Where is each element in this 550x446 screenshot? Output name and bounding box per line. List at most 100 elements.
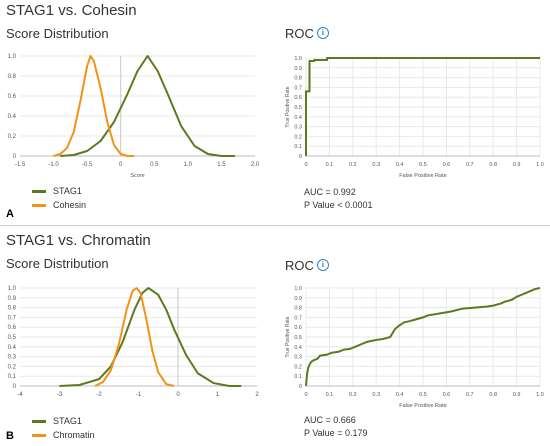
x-tick-label: 1.0 — [536, 162, 544, 168]
series-line-chromatin — [94, 287, 175, 387]
y-tick-label: 0.2 — [294, 134, 302, 140]
panel-b-dist-title: Score Distribution — [6, 256, 109, 271]
y-tick-label: 0.9 — [8, 296, 17, 302]
series-line-stag1 — [60, 55, 235, 157]
x-tick-label: 1.5 — [217, 162, 226, 168]
legend-label: Cohesin — [53, 200, 87, 210]
panel-b-roc-chart: 0 0.1 0.2 0.3 0.4 0.5 0.6 0.7 0.8 0.9 1.0 0 0.1 0.2 0.… — [285, 286, 544, 408]
x-axis-label: Score — [130, 173, 144, 179]
series-line-stag1 — [305, 57, 540, 156]
series-line-stag1 — [305, 287, 541, 387]
p-value: P Value = 0.179 — [304, 428, 368, 438]
p-value: P Value < 0.0001 — [304, 200, 373, 210]
series-line-stag1 — [59, 287, 242, 387]
panel-a-letter: A — [6, 208, 14, 220]
x-tick-label: 1 — [216, 392, 220, 398]
legend-item-stag1: STAG1 — [32, 414, 95, 428]
panel-a-legend: STAG1 Cohesin — [32, 184, 86, 212]
panel-a-score-distribution-chart: 0 0.2 0.4 0.6 0.8 1.0 -1.5 -1.0 -0.5 0 0.5 1.0 1.5 2.… — [8, 54, 260, 179]
x-tick-label: -1.0 — [48, 162, 59, 168]
series-line-cohesin — [53, 55, 135, 157]
y-tick-label: 0 — [299, 154, 302, 160]
panel-a-roc-title: ROC i — [285, 26, 329, 41]
legend-swatch-stag1 — [32, 419, 46, 423]
x-tick-label: 0 — [119, 162, 123, 168]
y-tick-label: 0.5 — [8, 335, 17, 341]
panel-a-stats: AUC = 0.992 P Value < 0.0001 — [304, 186, 372, 212]
x-tick-label: 0 — [304, 162, 307, 168]
y-tick-label: 0.3 — [294, 355, 302, 361]
auc-value: AUC = 0.992 — [304, 187, 356, 197]
y-tick-label: 0.6 — [294, 325, 302, 331]
x-tick-label: 2.0 — [251, 162, 260, 168]
y-tick-label: 0 — [299, 384, 302, 390]
legend-label: STAG1 — [53, 186, 82, 196]
panel-b-title: STAG1 vs. Chromatin — [6, 232, 151, 249]
x-axis-label: False Positive Rate — [399, 403, 446, 408]
y-tick-label: 0.7 — [294, 85, 302, 91]
y-tick-label: 0.8 — [8, 306, 17, 312]
y-tick-label: 0 — [13, 384, 17, 390]
panel-b-score-distribution-chart: 0 0.1 0.2 0.3 0.4 0.5 0.6 0.7 0.8 0.9 1.0 -4 -3 -2 -1 0… — [8, 286, 260, 398]
legend-swatch-stag1 — [32, 189, 46, 193]
panel-a-dist-title: Score Distribution — [6, 26, 109, 41]
y-tick-label: 0 — [13, 154, 17, 160]
y-tick-label: 0.5 — [294, 105, 302, 111]
x-tick-label: 0 — [304, 392, 307, 398]
y-tick-label: 0.3 — [294, 125, 302, 131]
x-tick-label: 0.5 — [419, 162, 427, 168]
panel-divider — [0, 225, 550, 226]
legend-item-stag1: STAG1 — [32, 184, 86, 198]
y-tick-label: 0.9 — [294, 296, 302, 302]
x-tick-label: 1.0 — [536, 392, 544, 398]
y-tick-label: 0.1 — [294, 374, 302, 380]
y-tick-label: 0.1 — [8, 374, 17, 380]
y-tick-label: 1.0 — [8, 54, 17, 60]
legend-item-cohesin: Cohesin — [32, 198, 86, 212]
x-tick-label: -0.5 — [82, 162, 93, 168]
x-tick-label: 0.7 — [466, 162, 474, 168]
legend-swatch-cohesin — [32, 203, 46, 207]
y-tick-label: 0.4 — [8, 345, 17, 351]
x-tick-label: 0.1 — [326, 392, 334, 398]
x-tick-label: 1.0 — [184, 162, 193, 168]
x-tick-label: 0.3 — [372, 392, 380, 398]
legend-swatch-chromatin — [32, 433, 46, 437]
y-tick-label: 0.2 — [8, 364, 17, 370]
panel-b-roc-title-text: ROC — [285, 258, 314, 273]
x-tick-label: 0.1 — [326, 162, 334, 168]
y-tick-label: 0.3 — [8, 355, 17, 361]
auc-value: AUC = 0.666 — [304, 415, 356, 425]
y-tick-label: 0.8 — [294, 76, 302, 82]
x-tick-label: -3 — [57, 392, 63, 398]
x-tick-label: -1.5 — [15, 162, 26, 168]
x-tick-label: 0.9 — [513, 392, 521, 398]
y-tick-label: 0.6 — [294, 95, 302, 101]
x-axis-label: False Positive Rate — [399, 173, 446, 179]
y-tick-label: 0.8 — [8, 74, 17, 80]
y-tick-label: 0.4 — [294, 115, 302, 121]
panel-a-title: STAG1 vs. Cohesin — [6, 2, 137, 19]
x-tick-label: 0.5 — [419, 392, 427, 398]
y-tick-label: 0.7 — [8, 315, 17, 321]
panel-b-roc-title: ROC i — [285, 258, 329, 273]
panel-a-roc-title-text: ROC — [285, 26, 314, 41]
y-tick-label: 1.0 — [294, 286, 302, 292]
info-icon[interactable]: i — [316, 259, 329, 271]
panel-a-roc-chart: 0 0.1 0.2 0.3 0.4 0.5 0.6 0.7 0.8 0.9 1.0 0 0.1 0.2 0.… — [285, 56, 544, 179]
x-tick-label: 0.8 — [489, 162, 497, 168]
x-tick-label: 0.2 — [349, 392, 357, 398]
x-tick-label: -1 — [136, 392, 142, 398]
panel-b-letter: B — [6, 430, 14, 442]
legend-label: Chromatin — [53, 430, 95, 440]
y-tick-label: 0.5 — [294, 335, 302, 341]
y-tick-label: 0.8 — [294, 306, 302, 312]
x-tick-label: 0.6 — [443, 392, 451, 398]
y-tick-label: 0.7 — [294, 315, 302, 321]
y-tick-label: 0.6 — [8, 94, 17, 100]
x-tick-label: -4 — [17, 392, 23, 398]
y-tick-label: 1.0 — [8, 286, 17, 292]
y-tick-label: 0.1 — [294, 144, 302, 150]
y-tick-label: 0.4 — [8, 114, 17, 120]
info-icon[interactable]: i — [316, 27, 329, 39]
